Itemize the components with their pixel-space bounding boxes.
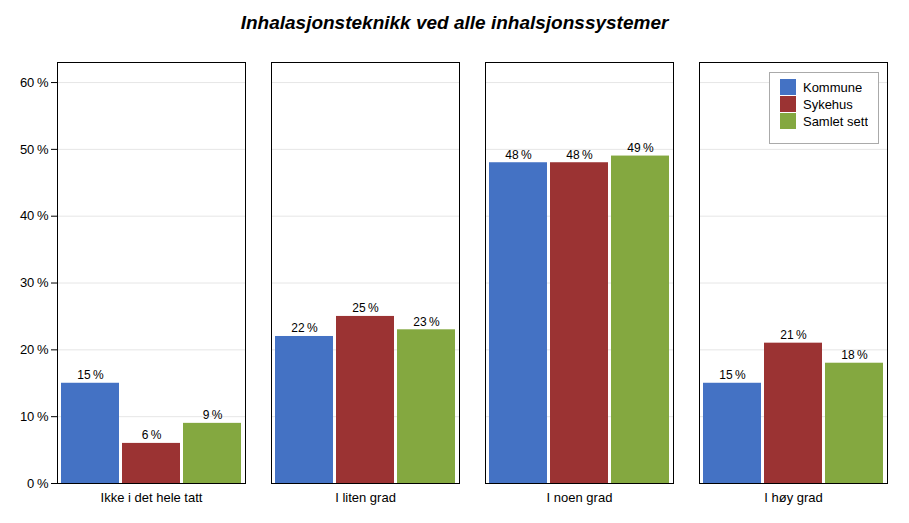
html-text:Kommune: Kommune bbox=[803, 79, 863, 95]
svg-text:22 %: 22 % bbox=[291, 321, 318, 335]
svg-text:25 %: 25 % bbox=[352, 301, 379, 315]
svg-text:I noen grad: I noen grad bbox=[547, 490, 613, 505]
svg-text:23 %: 23 % bbox=[413, 315, 440, 329]
svg-text:15 %: 15 % bbox=[719, 368, 746, 382]
svg-text:6 %: 6 % bbox=[142, 428, 162, 442]
svg-text:9 %: 9 % bbox=[203, 408, 223, 422]
svg-text:49 %: 49 % bbox=[627, 141, 654, 155]
svg-text:10 %: 10 % bbox=[20, 409, 49, 424]
svg-text:I høy grad: I høy grad bbox=[764, 490, 823, 505]
svg-text:20 %: 20 % bbox=[20, 342, 49, 357]
svg-text:50 %: 50 % bbox=[20, 142, 49, 157]
html-text:Samlet sett: Samlet sett bbox=[803, 113, 868, 129]
svg-text:30 %: 30 % bbox=[20, 275, 49, 290]
svg-text:15 %: 15 % bbox=[77, 368, 104, 382]
svg-text:48 %: 48 % bbox=[566, 148, 593, 162]
html-text:Inhalasjonsteknikk ved alle in: Inhalasjonsteknikk ved alle inhalsjonssy… bbox=[240, 12, 669, 33]
svg-text:21 %: 21 % bbox=[780, 328, 807, 342]
svg-text:I liten grad: I liten grad bbox=[335, 490, 396, 505]
svg-text:Ikke i det hele tatt: Ikke i det hele tatt bbox=[101, 490, 203, 505]
svg-text:0 %: 0 % bbox=[27, 476, 49, 491]
html-text:Sykehus: Sykehus bbox=[803, 96, 853, 112]
svg-text:40 %: 40 % bbox=[20, 208, 49, 223]
svg-text:48 %: 48 % bbox=[505, 148, 532, 162]
svg-text:18 %: 18 % bbox=[841, 348, 868, 362]
svg-text:60 %: 60 % bbox=[20, 75, 49, 90]
